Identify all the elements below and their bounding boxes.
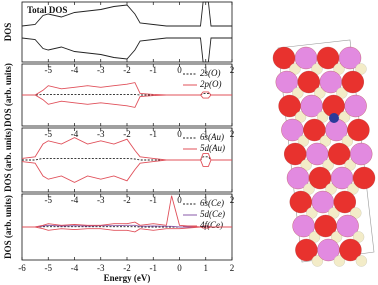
x-tick-label: -4 xyxy=(71,195,79,205)
x-tick-label: -1 xyxy=(150,263,158,273)
crystal-structure xyxy=(272,39,376,267)
x-tick-label: 0 xyxy=(177,129,182,139)
legend-label: 2p(O) xyxy=(200,79,222,89)
x-tick-label: -3 xyxy=(97,195,105,205)
y-axis-label: DOS (arb. units) xyxy=(3,195,13,259)
y-axis-label: DOS xyxy=(3,23,13,42)
atom xyxy=(338,46,362,70)
atom xyxy=(355,255,368,267)
au-atom xyxy=(329,113,339,123)
x-tick-label: 0 xyxy=(177,195,182,205)
x-tick-label: 1 xyxy=(204,65,209,75)
atom xyxy=(311,255,324,267)
x-tick-label: -5 xyxy=(45,129,53,139)
x-axis-label: Energy (eV) xyxy=(104,273,151,283)
x-tick-label: -1 xyxy=(150,65,158,75)
dos-line xyxy=(22,226,232,233)
dos-line xyxy=(22,94,232,108)
x-tick-label: -5 xyxy=(45,263,53,273)
x-tick-label: -4 xyxy=(71,129,79,139)
x-tick-label: -3 xyxy=(97,65,105,75)
x-tick-label: -2 xyxy=(123,65,131,75)
legend-label: 2s(O) xyxy=(200,68,221,78)
atom xyxy=(347,118,370,142)
x-tick-label: -5 xyxy=(45,195,53,205)
x-tick-label: -1 xyxy=(150,129,158,139)
atom xyxy=(341,70,364,94)
dos-line xyxy=(21,137,232,161)
x-tick-label: 0 xyxy=(177,65,182,75)
x-tick-label: -3 xyxy=(97,129,105,139)
legend-label: 5d(Ce) xyxy=(200,209,225,219)
atom xyxy=(350,142,373,166)
dos-line xyxy=(22,92,232,96)
legend-label: 6s(Ce) xyxy=(200,198,224,208)
dos-line xyxy=(21,37,232,63)
x-tick-label: -2 xyxy=(123,129,131,139)
atom xyxy=(339,238,362,262)
dos-line xyxy=(21,1,232,27)
atom xyxy=(336,214,359,238)
x-tick-label: -2 xyxy=(123,263,131,273)
x-tick-label: -4 xyxy=(71,263,79,273)
x-tick-label: -2 xyxy=(123,195,131,205)
y-axis-label: DOS (arb. units) xyxy=(3,63,13,127)
x-tick-label: 1 xyxy=(204,195,209,205)
panel-title: Total DOS xyxy=(27,5,67,15)
atom xyxy=(344,94,367,118)
legend-label: 6s(Au) xyxy=(200,132,224,142)
x-tick-label: -3 xyxy=(97,263,105,273)
atom xyxy=(333,255,346,267)
legend-label: 4f(Ce) xyxy=(200,220,223,230)
dos-line xyxy=(22,195,232,228)
x-tick-label: 1 xyxy=(204,263,209,273)
dos-line xyxy=(22,82,232,96)
x-tick-label: -6 xyxy=(18,263,26,273)
atom xyxy=(333,190,356,214)
x-tick-label: 0 xyxy=(177,263,182,273)
x-tick-label: -5 xyxy=(45,65,53,75)
dos-line xyxy=(21,159,232,183)
x-tick-label: 1 xyxy=(204,129,209,139)
x-tick-label: -1 xyxy=(150,195,158,205)
dos-line xyxy=(22,156,232,161)
y-axis-label: DOS (arb. units) xyxy=(3,128,13,192)
cell-outline xyxy=(277,39,375,263)
atom xyxy=(352,166,376,190)
x-tick-label: 2 xyxy=(230,263,235,273)
x-tick-label: -4 xyxy=(71,65,79,75)
legend-label: 5d(Au) xyxy=(200,143,225,153)
